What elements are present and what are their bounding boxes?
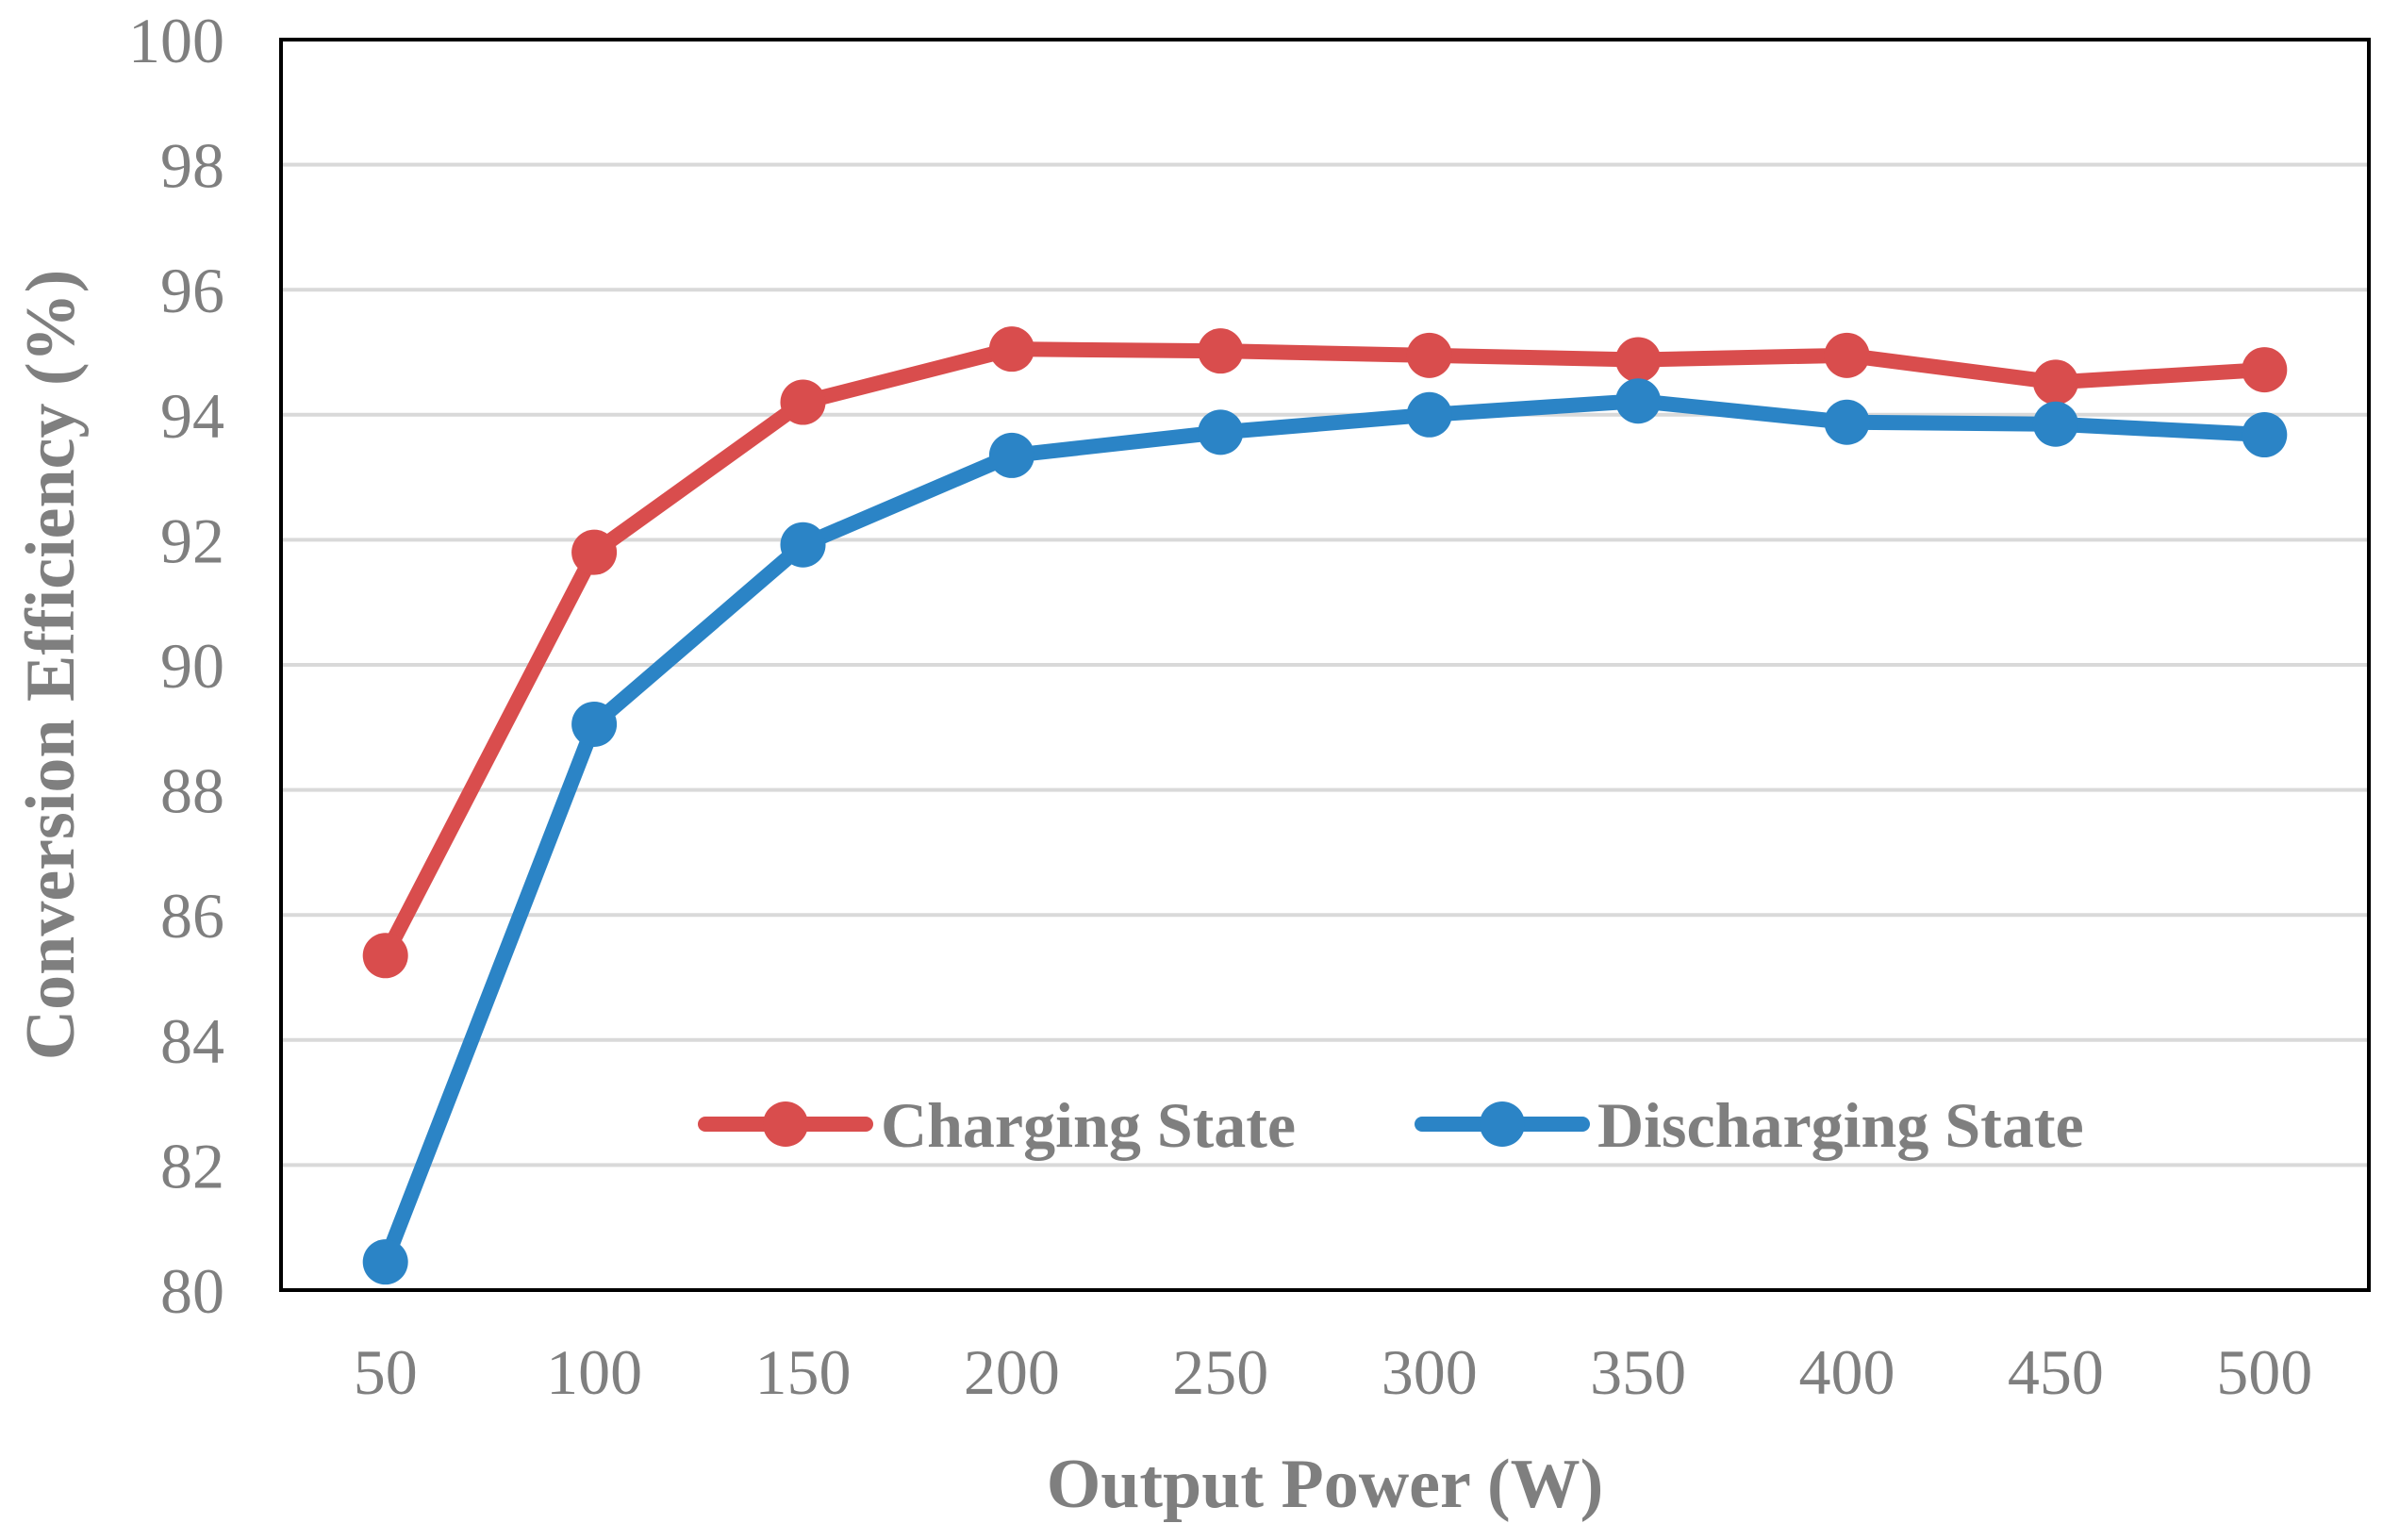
data-point [2242, 412, 2288, 458]
y-tick-label: 88 [160, 755, 224, 827]
x-tick-label: 300 [1382, 1336, 1478, 1408]
x-tick-label: 250 [1172, 1336, 1268, 1408]
series-charging-state [362, 326, 2288, 979]
legend-label: Charging State [881, 1089, 1296, 1161]
y-tick-label: 90 [160, 630, 224, 702]
data-point [362, 1239, 408, 1285]
legend-marker [763, 1101, 808, 1147]
y-tick-label: 98 [160, 130, 224, 202]
data-point [571, 701, 618, 747]
y-tick-label: 84 [160, 1005, 224, 1077]
data-point [780, 379, 826, 425]
data-point [1406, 391, 1452, 438]
x-tick-label: 100 [546, 1336, 642, 1408]
legend: Charging State Discharging State [698, 1089, 2084, 1161]
y-axis-title: Conversion Efficiency (%) [12, 270, 90, 1061]
data-point [1198, 328, 1244, 374]
data-point [2242, 347, 2288, 393]
x-tick-label: 500 [2216, 1336, 2312, 1408]
x-axis-tick-labels: 50 100 150 200 250 300 350 400 450 500 [354, 1336, 2313, 1408]
x-tick-label: 350 [1590, 1336, 1686, 1408]
series-line [377, 341, 2273, 964]
y-tick-label: 96 [160, 255, 224, 326]
legend-marker [1480, 1101, 1525, 1147]
plot-frame [279, 38, 2371, 1292]
x-tick-label: 200 [964, 1336, 1060, 1408]
y-tick-label: 100 [128, 5, 224, 76]
legend-entry: Discharging State [1415, 1089, 2084, 1161]
data-point [1615, 378, 1662, 424]
data-point [1824, 332, 1870, 378]
data-point [1198, 409, 1244, 455]
data-point [1824, 399, 1870, 445]
series-line [377, 393, 2273, 1270]
x-axis-title: Output Power (W) [1047, 1446, 1604, 1523]
y-axis-tick-labels: 80 82 84 86 88 90 92 94 96 98 100 [128, 5, 224, 1327]
data-point [1615, 337, 1662, 383]
data-point [2032, 359, 2078, 406]
y-tick-label: 92 [160, 505, 224, 576]
data-point [780, 522, 826, 568]
y-tick-label: 86 [160, 880, 224, 952]
data-point [988, 326, 1034, 373]
x-tick-label: 450 [2008, 1336, 2104, 1408]
gridlines [281, 162, 2369, 1167]
data-point [571, 529, 618, 575]
legend-label: Discharging State [1597, 1089, 2084, 1161]
data-point [362, 933, 408, 979]
x-tick-label: 50 [354, 1336, 418, 1408]
legend-entry: Charging State [698, 1089, 1296, 1161]
data-point [988, 432, 1034, 478]
series-layer [362, 326, 2288, 1285]
x-tick-label: 150 [755, 1336, 852, 1408]
y-tick-label: 80 [160, 1255, 224, 1327]
x-tick-label: 400 [1799, 1336, 1895, 1408]
series-discharging-state [362, 378, 2288, 1285]
data-point [1406, 332, 1452, 378]
y-tick-label: 94 [160, 380, 224, 452]
data-point [2032, 401, 2078, 447]
y-tick-label: 82 [160, 1130, 224, 1201]
